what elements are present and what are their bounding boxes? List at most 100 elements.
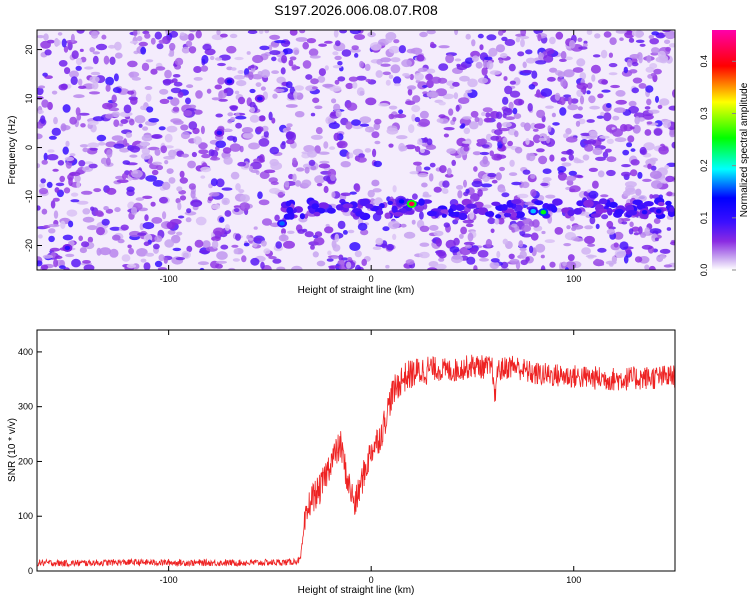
heatmap-speckle-cell — [248, 142, 260, 150]
heatmap-speckle-cell — [530, 122, 536, 130]
heatmap-speckle-cell — [252, 54, 264, 64]
heatmap-speckle-cell — [280, 67, 286, 75]
heatmap-speckle-cell — [428, 173, 434, 182]
heatmap-speckle-cell — [96, 134, 107, 142]
heatmap-speckle-cell — [497, 217, 505, 225]
heatmap-speckle-cell — [285, 126, 291, 131]
heatmap-speckle-cell — [257, 191, 263, 199]
heatmap-speckle-cell — [148, 118, 160, 123]
signal-band-cell — [491, 201, 501, 206]
heatmap-speckle-cell — [193, 66, 202, 73]
heatmap-speckle-cell — [638, 226, 643, 235]
heatmap-speckle-cell — [477, 33, 484, 39]
heatmap-speckle-cell — [522, 61, 527, 69]
heatmap-speckle-cell — [444, 173, 454, 178]
signal-band-cell — [299, 213, 305, 220]
heatmap-speckle-cell — [631, 61, 639, 67]
heatmap-speckle-cell — [129, 40, 139, 44]
heatmap-speckle-cell — [140, 152, 151, 160]
heatmap-speckle-cell — [213, 227, 225, 236]
heatmap-speckle-cell — [174, 57, 184, 66]
heatmap-speckle-cell — [237, 161, 247, 167]
heatmap-speckle-cell — [466, 256, 476, 265]
heatmap-speckle-cell — [69, 70, 79, 79]
heatmap-speckle-cell — [356, 156, 367, 163]
heatmap-speckle-cell — [351, 45, 359, 51]
y-tick-label: 300 — [18, 402, 33, 412]
hotspot — [279, 221, 285, 226]
heatmap-speckle-cell — [457, 190, 463, 199]
heatmap-speckle-cell — [577, 106, 583, 111]
heatmap-speckle-cell — [663, 31, 675, 36]
heatmap-speckle-cell — [606, 138, 614, 144]
heatmap-speckle-cell — [155, 66, 166, 71]
heatmap-speckle-cell — [229, 33, 238, 39]
heatmap-speckle-cell — [123, 104, 132, 114]
heatmap-speckle-cell — [542, 168, 552, 174]
heatmap-speckle-cell — [53, 210, 59, 219]
heatmap-speckle-cell — [82, 147, 89, 153]
heatmap-speckle-cell — [490, 135, 500, 141]
signal-band-cell — [342, 203, 353, 209]
heatmap-speckle-cell — [113, 143, 125, 149]
heatmap-speckle-cell — [496, 250, 501, 259]
heatmap-speckle-cell — [534, 123, 546, 129]
heatmap-speckle-cell — [519, 35, 530, 40]
heatmap-speckle-cell — [374, 140, 381, 145]
heatmap-speckle-cell — [117, 238, 125, 244]
heatmap-speckle-cell — [653, 128, 663, 136]
heatmap-speckle-cell — [390, 57, 401, 63]
colorbar-tick-label: 0.2 — [699, 159, 709, 172]
y-tick-label: -10 — [24, 190, 34, 203]
heatmap-speckle-cell — [163, 257, 168, 264]
heatmap-speckle-cell — [419, 110, 429, 119]
heatmap-speckle-cell — [477, 77, 489, 84]
snr-background — [37, 330, 675, 571]
heatmap-speckle-cell — [646, 54, 652, 63]
heatmap-speckle-cell — [142, 126, 149, 131]
heatmap-speckle-cell — [392, 185, 397, 193]
heatmap-speckle-cell — [442, 180, 450, 188]
heatmap-speckle-cell — [187, 160, 197, 169]
heatmap-speckle-cell — [217, 62, 226, 67]
signal-band-cell — [391, 205, 398, 213]
heatmap-speckle-cell — [552, 122, 560, 126]
heatmap-speckle-cell — [164, 160, 169, 165]
heatmap-speckle-cell — [570, 98, 579, 104]
snr-y-label: SNR (10 * v/v) — [7, 418, 18, 482]
heatmap-speckle-cell — [560, 78, 567, 88]
heatmap-speckle-cell — [259, 154, 265, 163]
heatmap-speckle-cell — [600, 194, 609, 198]
heatmap-speckle-cell — [176, 231, 183, 236]
heatmap-speckle-cell — [422, 85, 428, 88]
heatmap-speckle-cell — [465, 223, 474, 228]
heatmap-speckle-cell — [296, 167, 305, 172]
heatmap-speckle-cell — [417, 138, 423, 146]
heatmap-speckle-cell — [373, 199, 383, 205]
heatmap-speckle-cell — [417, 173, 428, 178]
heatmap-speckle-cell — [80, 123, 86, 128]
heatmap-speckle-cell — [365, 128, 370, 132]
heatmap-speckle-cell — [90, 206, 95, 212]
heatmap-speckle-cell — [629, 221, 634, 228]
heatmap-speckle-cell — [188, 121, 198, 130]
heatmap-speckle-cell — [206, 88, 212, 94]
heatmap-speckle-cell — [567, 104, 579, 111]
heatmap-speckle-cell — [631, 30, 637, 37]
snr-y-axis: 0 100 200 300 400 — [18, 347, 42, 576]
heatmap-speckle-cell — [614, 137, 627, 143]
heatmap-speckle-cell — [540, 265, 546, 270]
heatmap-speckle-cell — [90, 31, 99, 39]
heatmap-speckle-cell — [538, 155, 548, 165]
heatmap-speckle-cell — [372, 188, 382, 193]
heatmap-speckle-cell — [201, 54, 209, 64]
heatmap-speckle-cell — [111, 135, 124, 141]
heatmap-speckle-cell — [198, 249, 211, 254]
heatmap-speckle-cell — [237, 70, 245, 74]
heatmap-speckle-cell — [467, 78, 478, 88]
heatmap-speckle-cell — [411, 105, 421, 113]
heatmap-speckle-cell — [311, 86, 318, 90]
heatmap-speckle-cell — [106, 149, 113, 158]
heatmap-speckle-cell — [566, 225, 571, 230]
heatmap-speckle-cell — [40, 178, 46, 184]
